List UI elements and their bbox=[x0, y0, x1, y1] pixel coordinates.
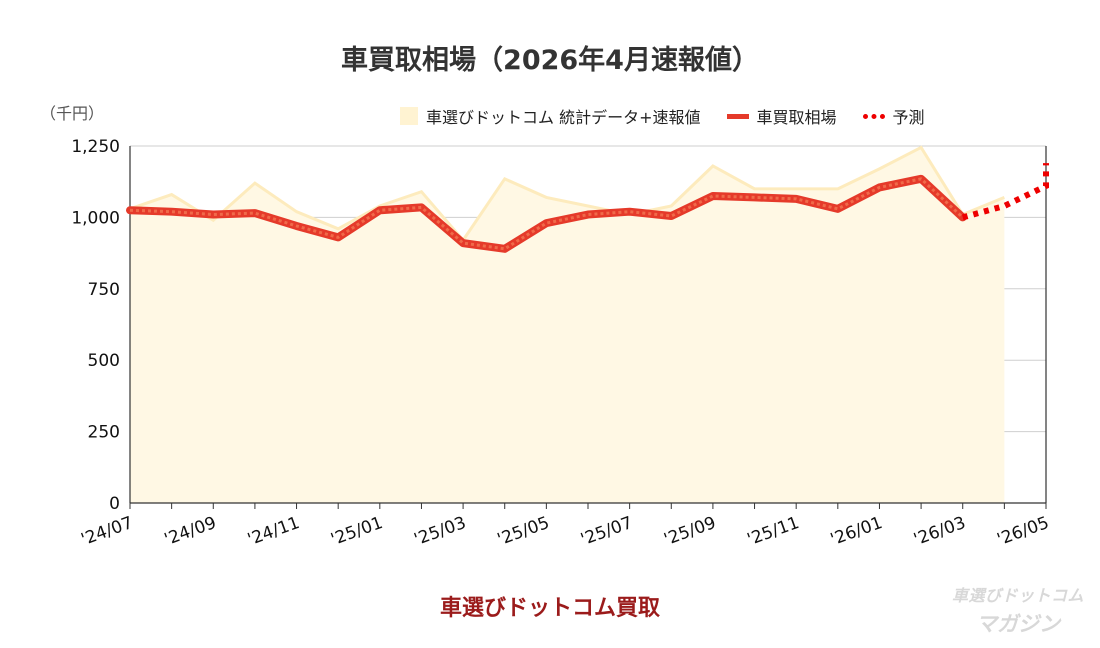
legend: 車選びドットコム 統計データ+速報値 車買取相場 予測 bbox=[400, 104, 951, 128]
y-tick-label-500: 500 bbox=[88, 351, 120, 371]
y-tick-label-1000: 1,000 bbox=[71, 208, 120, 228]
y-tick-label-250: 250 bbox=[88, 423, 120, 443]
line-market-texture bbox=[129, 177, 964, 251]
legend-swatch-line bbox=[726, 113, 749, 119]
area-fill-stats bbox=[130, 147, 1005, 504]
legend-item-stats: 車選びドットコム 統計データ+速報値 bbox=[400, 104, 701, 128]
y-tick-label-0: 0 bbox=[109, 494, 120, 514]
legend-label-stats: 車選びドットコム 統計データ+速報値 bbox=[426, 108, 701, 127]
x-tick-label: '25/05 bbox=[495, 513, 552, 550]
x-tick-label: '25/11 bbox=[745, 513, 802, 550]
legend-item-market: 車買取相場 bbox=[726, 104, 837, 128]
line-forecast bbox=[961, 163, 1049, 221]
legend-swatch-dotted bbox=[862, 113, 885, 119]
watermark-line1: 車選びドットコム bbox=[951, 586, 1084, 605]
x-tick-label: '25/03 bbox=[412, 513, 469, 550]
x-tick-label: '26/01 bbox=[828, 513, 885, 550]
x-tick-label: '24/09 bbox=[162, 513, 219, 550]
legend-label-forecast: 予測 bbox=[892, 108, 925, 127]
x-tick-label: '24/11 bbox=[245, 513, 302, 550]
x-tick-label: '26/03 bbox=[911, 513, 968, 550]
y-tick-label-1250: 1,250 bbox=[71, 137, 120, 157]
legend-swatch-area bbox=[400, 107, 418, 125]
x-tick-label: '24/07 bbox=[78, 513, 135, 550]
x-tick-label: '26/05 bbox=[994, 513, 1051, 550]
chart-title: 車買取相場（2026年4月速報値） bbox=[341, 45, 759, 76]
y-axis-unit-label: （千円） bbox=[40, 104, 105, 123]
footer-brand-text: 車選びドットコム買取 bbox=[439, 596, 660, 621]
legend-item-forecast: 予測 bbox=[862, 104, 925, 128]
x-tick-label: '25/09 bbox=[661, 513, 718, 550]
y-tick-label-750: 750 bbox=[88, 280, 120, 300]
x-tick-label: '25/07 bbox=[578, 513, 635, 550]
x-tick-label: '25/01 bbox=[328, 513, 385, 550]
watermark-line2: マガジン bbox=[976, 612, 1060, 636]
area-line-stats bbox=[129, 145, 1005, 243]
legend-label-market: 車買取相場 bbox=[756, 108, 837, 127]
watermark-logo: 車選びドットコム マガジン bbox=[948, 582, 1088, 638]
